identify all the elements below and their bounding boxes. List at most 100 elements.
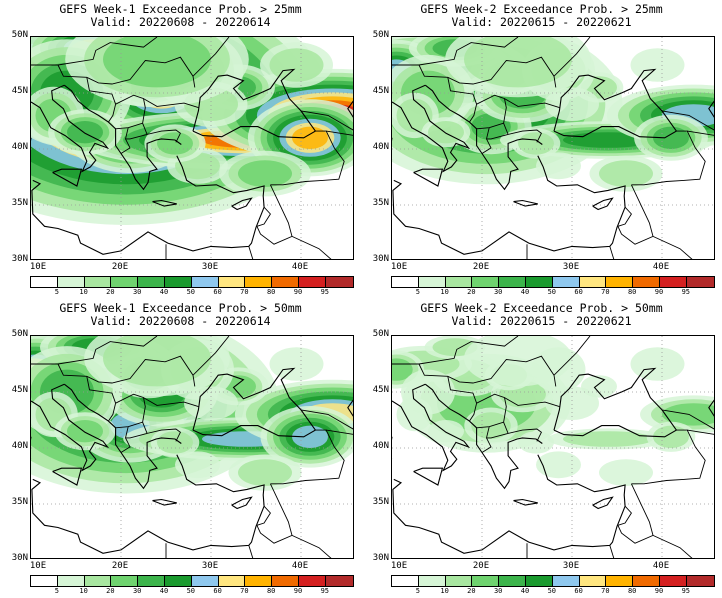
graticule <box>392 336 714 558</box>
probability-contour <box>518 132 554 155</box>
colorbar-swatch <box>191 576 219 586</box>
colorbar-swatch <box>445 576 473 586</box>
colorbar-swatch <box>579 576 607 586</box>
longitude-label: 20E <box>472 561 490 571</box>
colorbar-swatch <box>218 576 246 586</box>
colorbar-tick-label: 10 <box>440 587 449 595</box>
colorbar-swatch <box>418 576 446 586</box>
longitude-label: 40E <box>291 262 309 272</box>
coastlines <box>392 367 714 554</box>
colorbar-swatch <box>525 277 553 287</box>
colorbar-swatch <box>138 576 165 586</box>
colorbar-swatch <box>57 277 85 287</box>
colorbar-tick-label: 5 <box>54 288 59 296</box>
colorbar-tick-label: 70 <box>601 288 610 296</box>
colorbar-tick-label: 20 <box>467 288 476 296</box>
latitude-label: 40N <box>11 441 28 451</box>
colorbar-tick-label: 5 <box>415 587 420 595</box>
colorbar-tick-label: 80 <box>266 288 276 296</box>
colorbar-tick-label: 70 <box>601 587 610 595</box>
latitude-label: 50N <box>372 329 389 339</box>
colorbar-swatch <box>298 576 326 586</box>
colorbar-tick-label: 90 <box>293 288 303 296</box>
colorbar-tick-label: 95 <box>320 587 330 595</box>
colorbar-swatch <box>552 277 580 287</box>
colorbar-swatch <box>445 277 473 287</box>
colorbar-tick-label: 90 <box>293 587 303 595</box>
longitude-label: 40E <box>652 561 670 571</box>
colorbar-swatch <box>633 277 660 287</box>
probability-contour <box>545 386 599 420</box>
map-valid-dates: Valid: 20220608 - 20220614 <box>90 15 271 29</box>
probability-contour <box>396 397 433 432</box>
map-valid-dates: Valid: 20220608 - 20220614 <box>90 314 271 328</box>
map-title: GEFS Week-1 Exceedance Prob. > 25mm <box>59 2 302 16</box>
country-borders <box>31 336 353 558</box>
colorbar-tick-label: 20 <box>106 587 115 595</box>
longitude-label: 40E <box>291 561 309 571</box>
colorbar-swatch <box>298 277 326 287</box>
colorbar-tick-label: 5 <box>415 288 420 296</box>
colorbar-swatch <box>579 277 607 287</box>
colorbar-swatch <box>418 277 446 287</box>
colorbar-swatch <box>686 277 714 287</box>
colorbar <box>391 276 715 288</box>
colorbar-tick-label: 10 <box>79 288 88 296</box>
colorbar-swatch <box>499 277 526 287</box>
colorbar-swatch <box>111 277 139 287</box>
colorbar-swatch <box>84 277 112 287</box>
colorbar-swatch <box>245 277 273 287</box>
colorbar-tick-label: 30 <box>132 288 142 296</box>
country-borders <box>392 336 714 558</box>
colorbar-tick-label: 80 <box>627 288 637 296</box>
coastlines <box>31 367 353 554</box>
longitude-label: 30E <box>562 262 580 272</box>
probability-contour <box>630 48 685 82</box>
map-area <box>30 36 354 260</box>
probability-contour <box>396 98 433 133</box>
map-svg <box>31 37 353 259</box>
colorbar-swatch <box>191 277 219 287</box>
probability-contour <box>518 431 554 454</box>
colorbar-tick-label: 60 <box>574 587 583 595</box>
graticule <box>31 336 353 558</box>
latitude-label: 50N <box>372 30 389 40</box>
colorbar-swatch <box>272 576 299 586</box>
map-svg <box>31 336 353 558</box>
latitude-label: 40N <box>372 142 389 152</box>
probability-contour <box>599 459 653 486</box>
colorbar-tick-label: 80 <box>627 587 637 595</box>
probability-field <box>31 336 353 494</box>
colorbar-swatch <box>392 576 419 586</box>
colorbar-swatch <box>245 576 273 586</box>
country-borders <box>31 37 353 259</box>
longitude-label: 40E <box>652 262 670 272</box>
map-title: GEFS Week-2 Exceedance Prob. > 25mm <box>420 2 663 16</box>
coastlines <box>392 68 714 255</box>
probability-contour <box>653 425 689 448</box>
colorbar-tick-label: 95 <box>320 288 330 296</box>
colorbar-tick-label: 10 <box>440 288 449 296</box>
map-panel-week1-25mm: GEFS Week-1 Exceedance Prob. > 25mm Valid… <box>0 0 361 299</box>
latitude-label: 45N <box>372 86 389 96</box>
latitude-label: 40N <box>11 142 28 152</box>
map-panel-week2-25mm: GEFS Week-2 Exceedance Prob. > 25mm Valid… <box>361 0 722 299</box>
probability-contour <box>536 152 581 180</box>
longitude-label: 20E <box>111 262 129 272</box>
colorbar-swatch <box>218 277 246 287</box>
colorbar-tick-label: 50 <box>547 288 557 296</box>
probability-contour <box>157 132 193 155</box>
colorbar-tick-label: 50 <box>186 288 196 296</box>
colorbar-tick-label: 70 <box>240 587 249 595</box>
colorbar-swatch <box>84 576 112 586</box>
latitude-label: 35N <box>11 497 28 507</box>
colorbar-tick-label: 60 <box>574 288 583 296</box>
longitude-label: 20E <box>472 262 490 272</box>
colorbar-tick-label: 60 <box>213 587 222 595</box>
colorbar-tick-label: 90 <box>654 587 664 595</box>
probability-contour <box>175 451 220 479</box>
map-title: GEFS Week-2 Exceedance Prob. > 50mm <box>420 301 663 315</box>
probability-contour <box>471 113 511 140</box>
latitude-label: 35N <box>372 198 389 208</box>
colorbar-tick-label: 40 <box>520 587 530 595</box>
